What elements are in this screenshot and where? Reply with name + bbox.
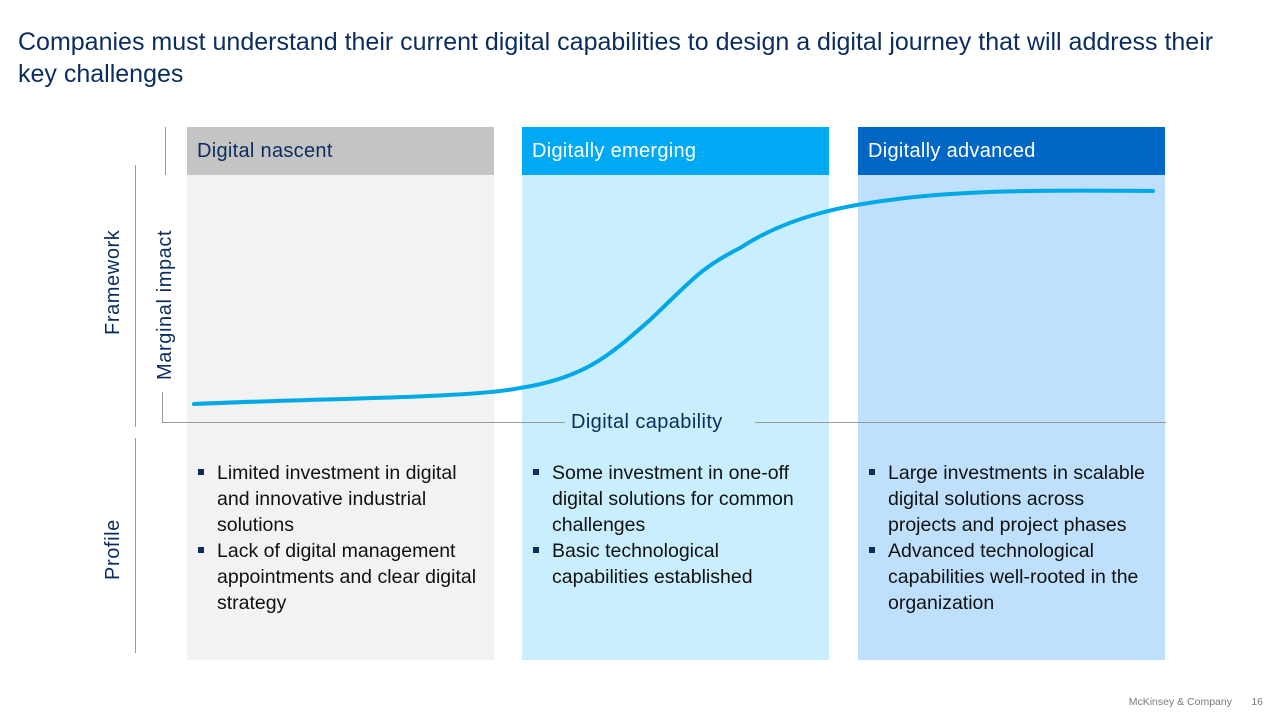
profile-bullets-emerging: Some investment in one-off digital solut…: [532, 460, 812, 590]
s-curve-line: [192, 188, 1155, 406]
profile-bullet: Lack of digital management appointments …: [197, 538, 477, 616]
profile-bullet: Some investment in one-off digital solut…: [532, 460, 812, 538]
footer-company: McKinsey & Company: [1128, 696, 1232, 708]
page-title: Companies must understand their current …: [18, 28, 1214, 88]
profile-bullet: Limited investment in digital and innova…: [197, 460, 477, 538]
framework-row-divider: [135, 165, 136, 427]
stage-column-advanced: [858, 127, 1165, 660]
profile-bullet: Advanced technological capabilities well…: [868, 538, 1148, 616]
stage-header-emerging: Digitally emerging: [522, 127, 829, 175]
x-axis-label: Digital capability: [571, 411, 723, 433]
profile-bullet: Large investments in scalable digital so…: [868, 460, 1148, 538]
profile-bullets-advanced: Large investments in scalable digital so…: [868, 460, 1148, 616]
profile-bullet: Basic technological capabilities establi…: [532, 538, 812, 590]
header-row-divider: [165, 127, 166, 175]
x-axis-line-left: [162, 422, 565, 423]
page-number: 16: [1251, 696, 1263, 708]
stage-column-emerging: [522, 127, 829, 660]
x-axis-line-right: [755, 422, 1166, 423]
profile-bullets-nascent: Limited investment in digital and innova…: [197, 460, 477, 616]
profile-row-divider: [135, 438, 136, 653]
stage-header-nascent: Digital nascent: [187, 127, 494, 175]
stage-header-advanced: Digitally advanced: [858, 127, 1165, 175]
y-axis-line: [162, 392, 163, 423]
